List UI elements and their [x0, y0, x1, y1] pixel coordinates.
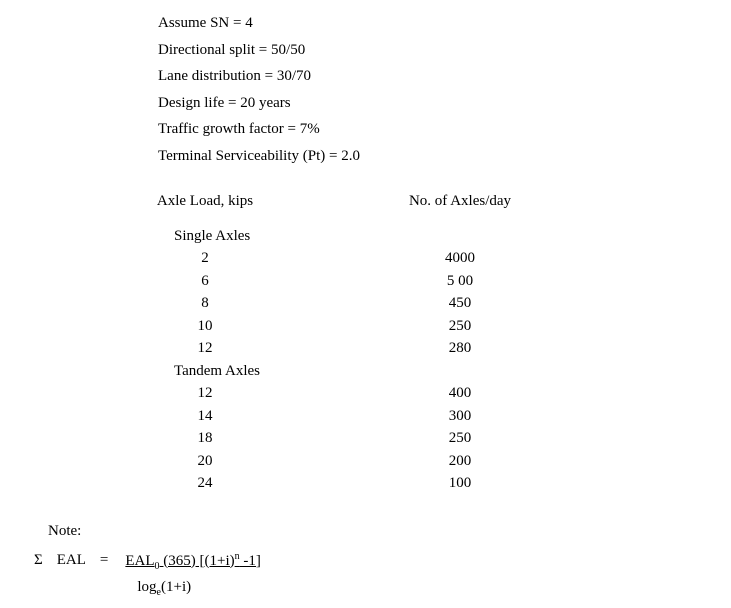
- equals-symbol: =: [100, 549, 109, 572]
- axle-count-cell: 280: [370, 337, 550, 360]
- assumption-directional-split: Directional split = 50/50: [158, 39, 360, 62]
- numerator-mid: (365) [(1+i): [160, 553, 235, 569]
- axle-count-cell: 400: [370, 382, 550, 405]
- tandem-axles-label: Tandem Axles: [40, 360, 370, 383]
- assumption-sn: Assume SN = 4: [158, 12, 360, 35]
- assumptions-block: Assume SN = 4 Directional split = 50/50 …: [158, 12, 360, 171]
- axle-count-cell: 100: [370, 472, 550, 495]
- axle-load-cell: 10: [40, 315, 370, 338]
- assumption-growth-factor: Traffic growth factor = 7%: [158, 118, 360, 141]
- axle-load-cell: 2: [40, 247, 370, 270]
- tandem-axles-label-row: Tandem Axles: [0, 360, 731, 383]
- axle-load-cell: 24: [40, 472, 370, 495]
- fraction: EAL0 (365) [(1+i)n -1] loge(1+i): [123, 549, 263, 600]
- axle-count-cell: 250: [370, 427, 550, 450]
- axle-load-cell: 12: [40, 382, 370, 405]
- spacer: [0, 213, 731, 225]
- note-label: Note:: [48, 520, 263, 543]
- axle-count-cell: 5 00: [370, 270, 550, 293]
- note-block: Note: Σ EAL = EAL0 (365) [(1+i)n -1] log…: [48, 520, 263, 600]
- denominator-suffix: (1+i): [161, 579, 191, 595]
- table-row: 12 280: [0, 337, 731, 360]
- numerator-prefix: EAL: [125, 553, 154, 569]
- axle-load-cell: 6: [40, 270, 370, 293]
- table-header-right: No. of Axles/day: [370, 190, 550, 213]
- sigma-symbol: Σ: [34, 549, 43, 572]
- table-row: 24 100: [0, 472, 731, 495]
- axle-count-cell: 4000: [370, 247, 550, 270]
- table-row: 12 400: [0, 382, 731, 405]
- formula-numerator: EAL0 (365) [(1+i)n -1]: [123, 549, 263, 574]
- axle-load-cell: 8: [40, 292, 370, 315]
- axle-load-cell: 20: [40, 450, 370, 473]
- table-row: 8 450: [0, 292, 731, 315]
- table-row: 2 4000: [0, 247, 731, 270]
- formula-denominator: loge(1+i): [123, 576, 263, 600]
- axle-load-cell: 14: [40, 405, 370, 428]
- denominator-prefix: log: [137, 579, 156, 595]
- axle-load-cell: 18: [40, 427, 370, 450]
- axle-count-cell: 200: [370, 450, 550, 473]
- table-header-row: Axle Load, kips No. of Axles/day: [0, 190, 731, 213]
- formula-row: Σ EAL = EAL0 (365) [(1+i)n -1] loge(1+i): [34, 549, 263, 600]
- axle-count-cell: 450: [370, 292, 550, 315]
- table-row: 6 5 00: [0, 270, 731, 293]
- assumption-terminal-serviceability: Terminal Serviceability (Pt) = 2.0: [158, 145, 360, 168]
- single-axles-label-row: Single Axles: [0, 225, 731, 248]
- table-row: 20 200: [0, 450, 731, 473]
- assumption-lane-distribution: Lane distribution = 30/70: [158, 65, 360, 88]
- assumption-design-life: Design life = 20 years: [158, 92, 360, 115]
- table-row: 18 250: [0, 427, 731, 450]
- eal-label: EAL: [57, 549, 86, 572]
- single-axles-label: Single Axles: [40, 225, 370, 248]
- table-row: 14 300: [0, 405, 731, 428]
- table-header-left: Axle Load, kips: [40, 190, 370, 213]
- axle-table: Axle Load, kips No. of Axles/day Single …: [0, 190, 731, 495]
- numerator-suffix: -1]: [240, 553, 261, 569]
- axle-load-cell: 12: [40, 337, 370, 360]
- axle-count-cell: 300: [370, 405, 550, 428]
- axle-count-cell: 250: [370, 315, 550, 338]
- table-row: 10 250: [0, 315, 731, 338]
- page: Assume SN = 4 Directional split = 50/50 …: [0, 0, 731, 608]
